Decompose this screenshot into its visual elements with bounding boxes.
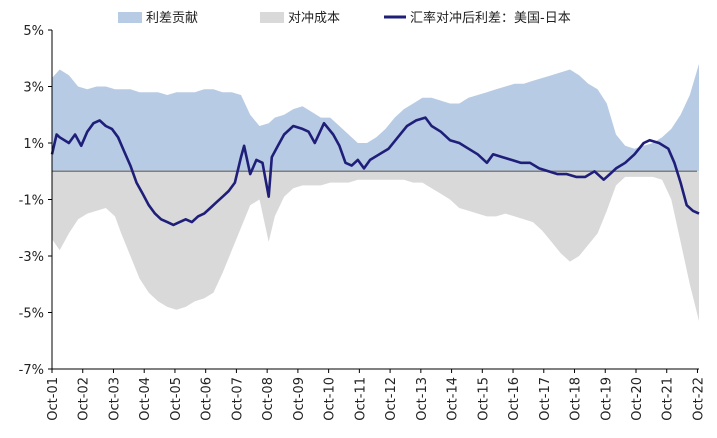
series-area-0 <box>52 63 699 172</box>
legend-swatch-cost <box>260 12 284 23</box>
x-tick-label: Oct-20 <box>630 377 645 421</box>
legend-label-spread: 利差贡献 <box>146 11 198 26</box>
x-tick-label: Oct-03 <box>107 377 122 421</box>
y-tick-label: -5% <box>19 307 44 322</box>
x-tick-label: Oct-17 <box>538 377 553 421</box>
x-tick-label: Oct-05 <box>169 377 184 421</box>
x-tick-label: Oct-11 <box>353 377 368 421</box>
x-tick-label: Oct-15 <box>476 377 491 421</box>
y-tick-label: -7% <box>19 363 44 378</box>
x-tick-label: Oct-09 <box>292 377 307 421</box>
legend: 利差贡献 对冲成本 汇率对冲后利差：美国-日本 <box>118 10 571 26</box>
y-tick-label: 1% <box>23 137 44 152</box>
legend-label-line: 汇率对冲后利差：美国-日本 <box>410 10 571 26</box>
x-tick-label: Oct-16 <box>507 377 522 421</box>
y-tick-label: -3% <box>19 250 44 265</box>
y-tick-label: 5% <box>23 24 44 39</box>
x-tick-label: Oct-19 <box>599 377 614 421</box>
x-tick-label: Oct-06 <box>200 377 215 421</box>
x-tick-label: Oct-04 <box>138 377 153 421</box>
series-area-1 <box>52 171 699 321</box>
x-tick-label: Oct-22 <box>691 377 706 421</box>
x-tick-label: Oct-01 <box>46 377 61 421</box>
y-tick-label: 3% <box>23 81 44 96</box>
x-tick-label: Oct-14 <box>446 377 461 421</box>
x-tick-label: Oct-02 <box>77 377 92 421</box>
x-tick-label: Oct-10 <box>323 377 338 421</box>
x-tick-label: Oct-08 <box>261 377 276 421</box>
legend-label-cost: 对冲成本 <box>288 11 340 26</box>
plot-lines <box>50 116 700 227</box>
series-line-2 <box>50 116 700 227</box>
x-tick-label: Oct-07 <box>230 377 245 421</box>
plot-areas <box>52 63 699 321</box>
axes: 5% 3% 1% -1% -3% -5% -7%Oct-01 Oct-02 Oct-03 Oct-… <box>19 24 707 421</box>
x-tick-label: Oct-21 <box>661 377 676 421</box>
x-tick-label: Oct-13 <box>415 377 430 421</box>
x-tick-label: Oct-18 <box>569 377 584 421</box>
y-tick-label: -1% <box>19 194 44 209</box>
legend-swatch-spread <box>118 12 142 23</box>
x-tick-label: Oct-12 <box>384 377 399 421</box>
